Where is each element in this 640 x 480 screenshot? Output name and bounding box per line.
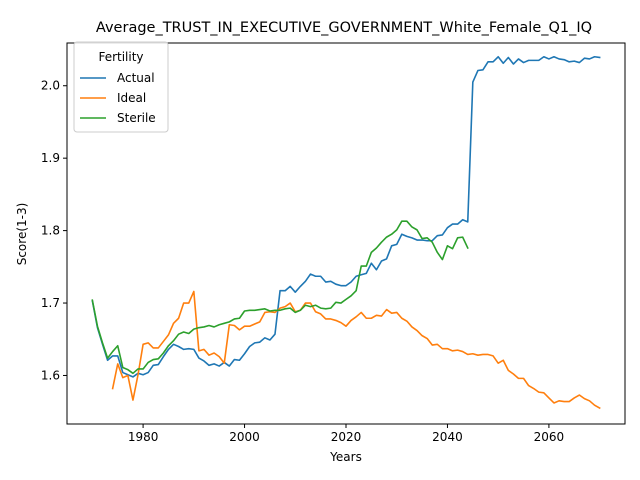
y-tick-label: 1.9 — [41, 151, 60, 165]
legend-label-actual: Actual — [117, 71, 155, 85]
x-tick-label: 2040 — [432, 430, 463, 444]
y-tick-label: 1.8 — [41, 224, 60, 238]
x-tick-label: 2000 — [229, 430, 260, 444]
legend: Fertility Actual Ideal Sterile — [73, 41, 169, 133]
series-line-sterile — [91, 220, 469, 375]
legend-label-ideal: Ideal — [117, 91, 146, 105]
chart-title: Average_TRUST_IN_EXECUTIVE_GOVERNMENT_Wh… — [96, 20, 592, 36]
x-axis-label: Years — [329, 450, 362, 464]
series-line-actual — [91, 55, 601, 378]
legend-box — [73, 41, 169, 133]
series-layer — [91, 55, 601, 410]
y-tick-label: 1.6 — [41, 368, 60, 382]
legend-label-sterile: Sterile — [117, 111, 156, 125]
legend-items: Actual Ideal Sterile — [80, 71, 156, 125]
y-tick-label: 1.7 — [41, 296, 60, 310]
x-tick-label: 2060 — [534, 430, 565, 444]
x-axis: 1980 2000 2020 2040 2060 — [128, 424, 564, 444]
y-axis-label: Score(1-3) — [15, 203, 29, 266]
y-tick-label: 2.0 — [41, 79, 60, 93]
x-tick-label: 1980 — [128, 430, 159, 444]
x-tick-label: 2020 — [331, 430, 362, 444]
legend-title: Fertility — [98, 50, 143, 64]
y-axis: 1.6 1.7 1.8 1.9 2.0 — [41, 79, 67, 382]
series-line-ideal — [111, 290, 601, 410]
